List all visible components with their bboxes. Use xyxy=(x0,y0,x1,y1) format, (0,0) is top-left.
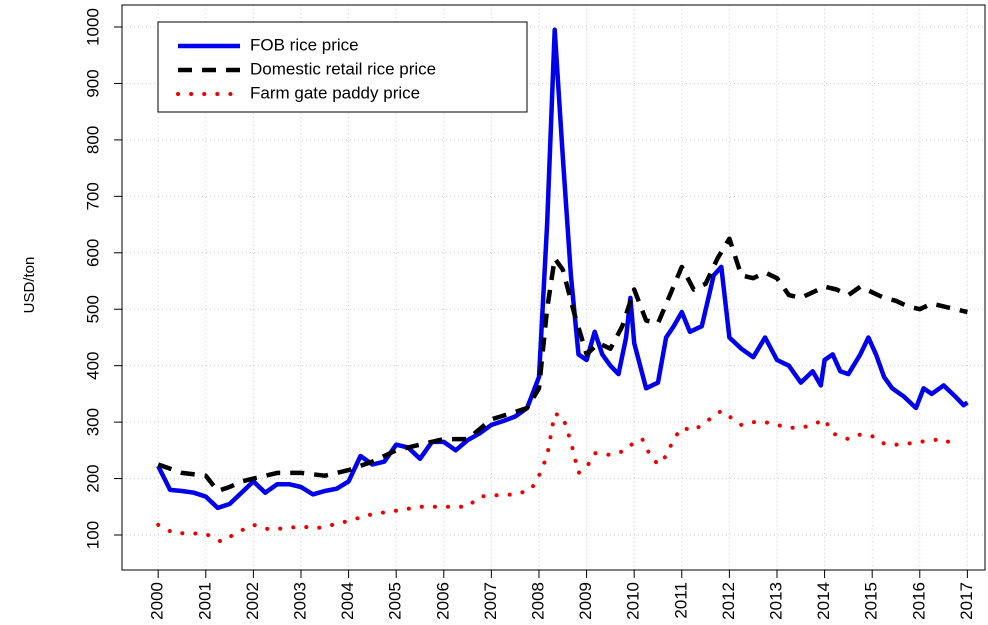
x-tick-label: 2013 xyxy=(766,582,785,620)
y-tick-label: 100 xyxy=(83,521,102,549)
y-tick-label: 900 xyxy=(83,69,102,97)
x-tick-label: 2012 xyxy=(719,582,738,620)
plot-frame xyxy=(121,4,986,571)
x-tick-label: 2005 xyxy=(386,582,405,620)
x-tick-label: 2017 xyxy=(957,582,976,620)
legend-box xyxy=(157,21,528,113)
y-tick-label: 1000 xyxy=(83,8,102,46)
y-tick-label: 700 xyxy=(83,182,102,210)
x-tick-label: 2011 xyxy=(671,582,690,619)
x-tick-label: 2006 xyxy=(433,582,452,620)
x-tick-label: 2016 xyxy=(909,582,928,620)
series-line xyxy=(156,408,958,544)
y-tick-label: 800 xyxy=(83,126,102,154)
legend-label: Domestic retail rice price xyxy=(250,59,436,78)
x-tick-label: 2003 xyxy=(290,582,309,620)
y-tick-label: 200 xyxy=(83,464,102,492)
x-tick-label: 2014 xyxy=(814,582,833,620)
y-tick-label: 500 xyxy=(83,295,102,323)
series-line xyxy=(157,236,968,494)
x-tick-label: 2000 xyxy=(148,582,167,620)
x-tick-label: 2008 xyxy=(528,582,547,620)
series-line xyxy=(156,27,969,511)
x-tick-label: 2004 xyxy=(338,582,357,620)
x-tick-label: 2001 xyxy=(195,582,214,620)
x-tick-label: 2009 xyxy=(576,582,595,620)
y-tick-label: 300 xyxy=(83,408,102,436)
y-tick-label: 600 xyxy=(83,239,102,267)
legend-label: Farm gate paddy price xyxy=(250,83,420,102)
y-tick-label: 400 xyxy=(83,351,102,379)
x-tick-label: 2010 xyxy=(624,582,643,620)
y-axis-label: USD/ton xyxy=(21,257,38,314)
x-tick-label: 2007 xyxy=(481,582,500,620)
legend-label: FOB rice price xyxy=(250,35,359,54)
x-tick-label: 2002 xyxy=(243,582,262,620)
x-tick-label: 2015 xyxy=(862,582,881,620)
